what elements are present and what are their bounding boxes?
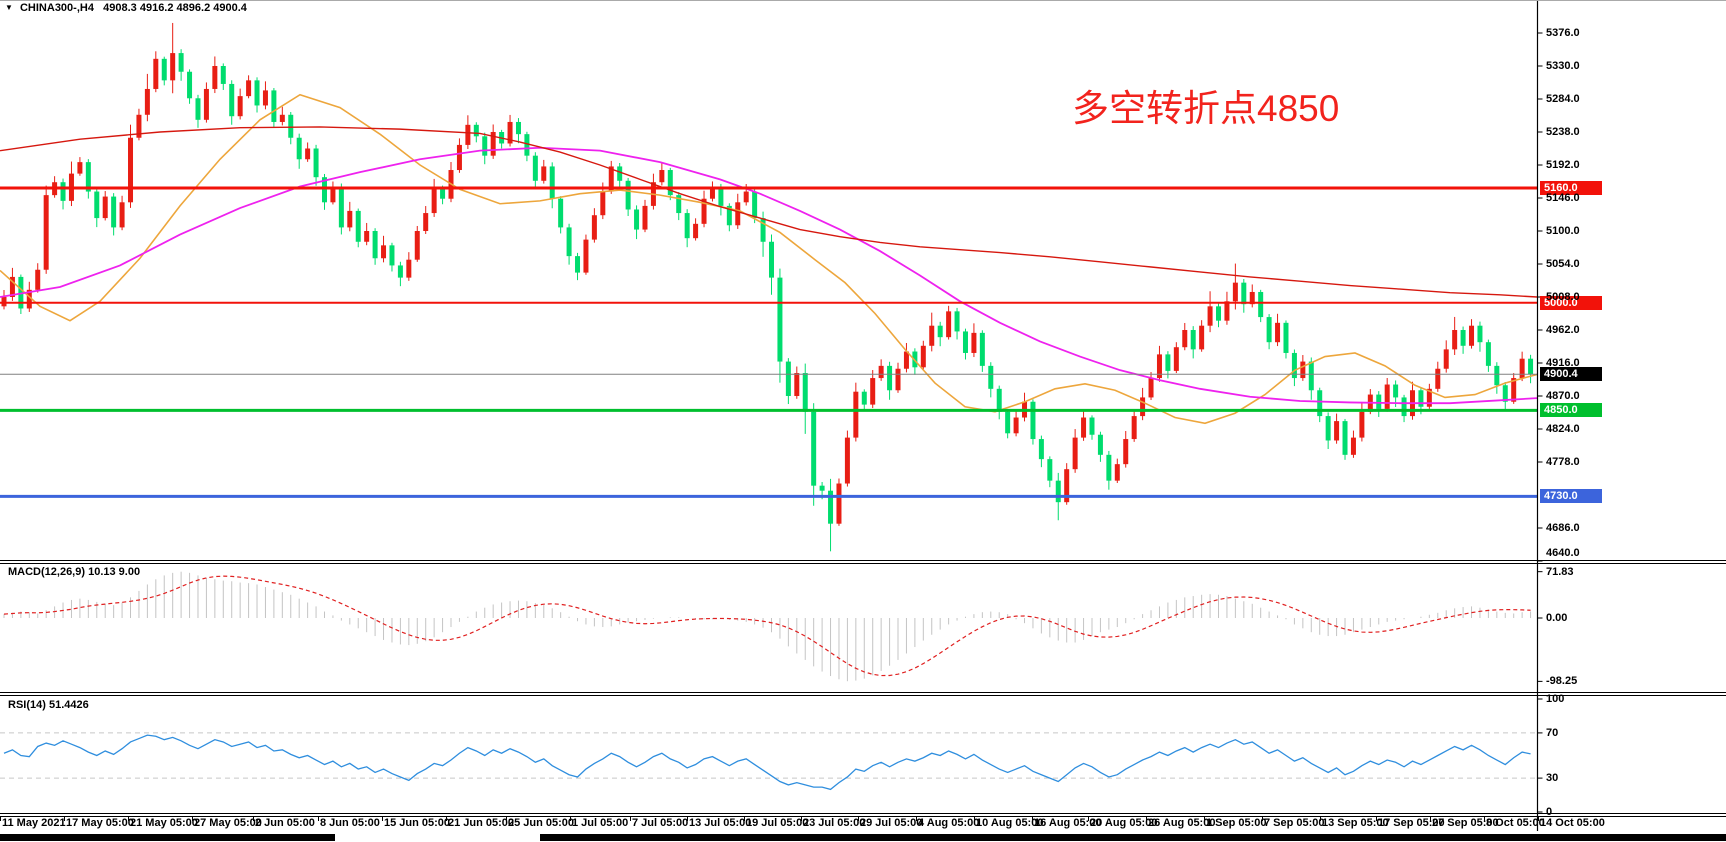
time-axis-label: 17 May 05:00 — [66, 817, 134, 829]
chart-title-bar: ▼ CHINA300-,H4 4908.3 4916.2 4896.2 4900… — [5, 2, 247, 14]
price-tick-label: 5238.0 — [1546, 126, 1580, 138]
price-tick-label: 5192.0 — [1546, 159, 1580, 171]
price-tick-label: 4686.0 — [1546, 522, 1580, 534]
time-axis-label: 8 Jun 05:00 — [320, 817, 380, 829]
time-axis-label: 2 Jun 05:00 — [255, 817, 315, 829]
price-tick-label: 4824.0 — [1546, 423, 1580, 435]
rsi-axis-label: 30 — [1546, 772, 1559, 785]
time-axis-label: 21 Jun 05:00 — [448, 817, 515, 829]
macd-axis-label: -98.25 — [1546, 675, 1578, 688]
rsi-indicator-label: RSI(14) 51.4426 — [8, 699, 89, 711]
time-axis-label: 21 May 05:00 — [130, 817, 198, 829]
time-axis-label: 26 Aug 05:00 — [1148, 817, 1216, 829]
rsi-axis-label: 70 — [1546, 726, 1559, 739]
price-tick-label: 5330.0 — [1546, 60, 1580, 72]
level-badge-4850: 4850.0 — [1540, 403, 1602, 418]
ma-mid-magenta — [0, 146, 1538, 405]
price-tick-label: 4916.0 — [1546, 357, 1580, 369]
macd-signal-line — [3, 575, 1531, 677]
ma-fast-orange — [0, 93, 1538, 425]
price-tick-label: 4962.0 — [1546, 324, 1580, 336]
time-axis-label: 1 Sep 05:00 — [1206, 817, 1267, 829]
time-axis-label: 14 Oct 05:00 — [1540, 817, 1605, 829]
time-axis-label: 20 Aug 05:00 — [1090, 817, 1158, 829]
time-axis-label: 13 Jul 05:00 — [689, 817, 752, 829]
price-tick-label: 5008.0 — [1546, 291, 1580, 303]
scrollbar-thumb[interactable] — [540, 834, 1726, 841]
price-tick-label: 5100.0 — [1546, 225, 1580, 237]
level-badge-5160: 5160.0 — [1540, 180, 1602, 195]
macd-axis-label: 0.00 — [1546, 612, 1568, 624]
time-axis-label: 8 Oct 05:00 — [1486, 817, 1545, 829]
price-tick-label: 5284.0 — [1546, 93, 1580, 105]
price-tick-label: 4640.0 — [1546, 547, 1580, 559]
macd-axis-label: 71.83 — [1546, 565, 1574, 578]
time-axis-label: 16 Aug 05:00 — [1034, 817, 1102, 829]
symbol-dropdown-icon[interactable]: ▼ — [5, 3, 13, 12]
ma-slow-red — [0, 126, 1538, 298]
time-axis-label: 27 May 05:00 — [194, 817, 262, 829]
time-axis-label: 4 Aug 05:00 — [918, 817, 980, 829]
price-tick-label: 5146.0 — [1546, 192, 1580, 204]
current-price-badge: 4900.4 — [1540, 367, 1602, 382]
rsi-axis-label: 0 — [1546, 806, 1553, 818]
time-axis-label: 23 Jul 05:00 — [803, 817, 866, 829]
scrollbar-segment-left[interactable] — [0, 834, 335, 841]
time-axis-label: 17 Sep 05:00 — [1378, 817, 1445, 829]
chart-text-annotation: 多空转折点4850 — [1072, 88, 1340, 129]
level-badge-5000: 5000.0 — [1540, 295, 1602, 310]
level-badge-4730: 4730.0 — [1540, 489, 1602, 504]
time-axis-label: 11 May 2021 — [2, 817, 66, 829]
macd-histogram — [3, 571, 1532, 682]
time-axis-label: 1 Jul 05:00 — [572, 817, 629, 829]
rsi-axis-label: 100 — [1546, 693, 1565, 705]
time-axis-label: 15 Jun 05:00 — [384, 817, 451, 829]
time-axis-label: 27 Sep 05:00 — [1432, 817, 1499, 829]
time-axis-label: 7 Jul 05:00 — [632, 817, 689, 829]
time-axis-label: 10 Aug 05:00 — [976, 817, 1044, 829]
candles-layer — [1, 22, 1534, 552]
price-tick-label: 4870.0 — [1546, 390, 1580, 402]
price-tick-label: 5054.0 — [1546, 258, 1580, 270]
time-axis-label: 25 Jun 05:00 — [508, 817, 575, 829]
time-axis-label: 19 Jul 05:00 — [746, 817, 809, 829]
time-axis-label: 7 Sep 05:00 — [1264, 817, 1325, 829]
price-tick-label: 5376.0 — [1546, 27, 1580, 39]
symbol-period-label: CHINA300-,H4 — [19, 2, 94, 14]
time-axis-label: 13 Sep 05:00 — [1322, 817, 1389, 829]
macd-indicator-label: MACD(12,26,9) 10.13 9.00 — [8, 566, 141, 578]
rsi-line — [3, 734, 1531, 791]
price-tick-label: 4778.0 — [1546, 456, 1580, 468]
ohlc-values-label: 4908.3 4916.2 4896.2 4900.4 — [103, 2, 247, 14]
time-axis-label: 29 Jul 05:00 — [860, 817, 923, 829]
time-axis[interactable]: 11 May 2021 17 May 05:00 21 May 05:00 27 Ma… — [0, 817, 1726, 832]
horizontal-scrollbar[interactable] — [0, 834, 1726, 841]
